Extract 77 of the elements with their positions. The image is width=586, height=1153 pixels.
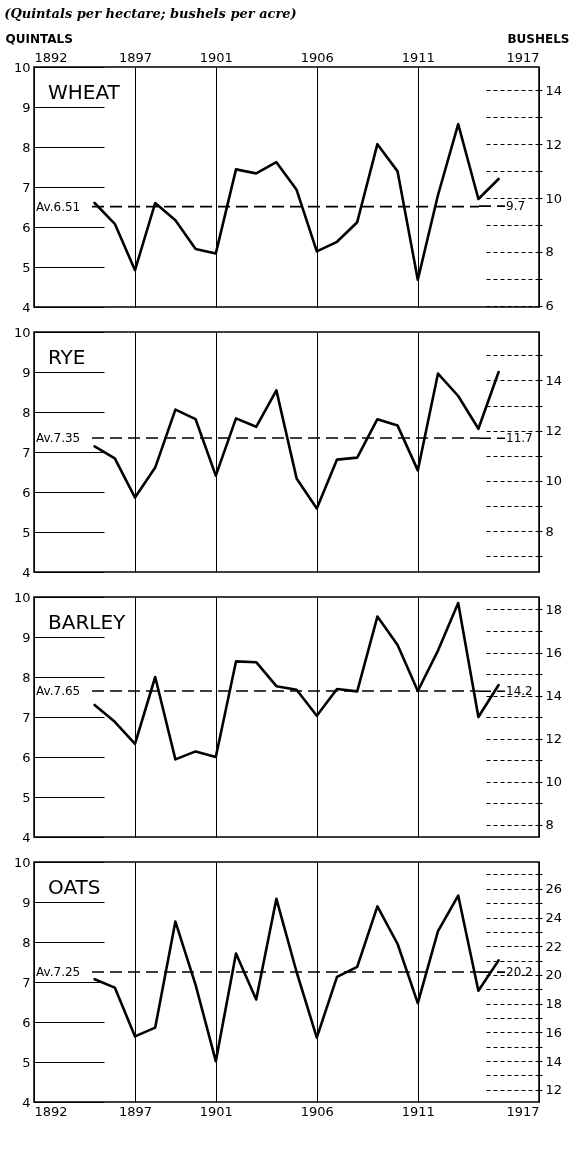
y-tick-label: 4	[22, 1094, 31, 1110]
y2-tick-label: 12	[545, 731, 563, 747]
x2-tick-label: 1897	[118, 49, 153, 65]
y2-tick-label: 6	[545, 298, 554, 314]
y-tick-label: 4	[22, 299, 31, 315]
y-tick-label: 7	[22, 709, 31, 725]
y-tick-label: 8	[22, 404, 31, 420]
y-tick-label: 6	[22, 749, 31, 765]
y2-tick-label: 18	[545, 996, 563, 1012]
y-tick-label: 6	[22, 484, 31, 500]
y-tick-label: 8	[22, 139, 31, 155]
y-tick-label: 9	[22, 629, 31, 645]
y-tick-label: 7	[22, 444, 31, 460]
chart-subtitle: (Quintals per hectare; bushels per acre)	[4, 6, 297, 22]
text: RYE	[48, 345, 86, 369]
y2-tick-label: 10	[545, 473, 563, 489]
text: BARLEY	[48, 610, 127, 634]
y-tick-label: 5	[22, 524, 31, 540]
y-tick-label: 9	[22, 364, 31, 380]
y-tick-label: 8	[22, 669, 31, 685]
text: OATS	[48, 875, 101, 899]
y2-tick-label: 10	[545, 190, 563, 206]
x2-tick-label: 1917	[506, 49, 540, 65]
ref-line-label: Av.7.25	[36, 965, 81, 979]
y2-tick-label: 10	[545, 774, 563, 790]
y2-tick-label: 14	[545, 82, 563, 98]
y-tick-label: 9	[22, 894, 31, 910]
y2-tick-label: 24	[545, 910, 563, 926]
x-tick-label: 1917	[506, 1103, 540, 1119]
x-tick-label: 1911	[401, 1103, 435, 1119]
y2-axis-title: BUSHELS	[507, 31, 570, 46]
y2-tick-label: 8	[545, 244, 554, 260]
y-tick-label: 4	[22, 829, 31, 845]
y-tick-label: 7	[22, 974, 31, 990]
x-tick-label: 1892	[34, 1103, 68, 1119]
y2-tick-label: 14	[545, 372, 563, 388]
ref-line-label: Av.6.51	[36, 199, 81, 214]
x2-tick-label: 1906	[300, 49, 334, 65]
x2-tick-label: 1892	[34, 49, 68, 65]
y-tick-label: 10	[13, 324, 31, 340]
ref-line-label: 11.7	[506, 431, 533, 446]
y2-tick-label: 8	[545, 523, 554, 539]
y-tick-label: 10	[13, 854, 31, 870]
y2-tick-label: 14	[545, 688, 563, 704]
y2-tick-label: 12	[545, 423, 563, 439]
ref-line-label: Av.7.35	[36, 431, 81, 445]
y-tick-label: 9	[22, 99, 31, 115]
y-tick-label: 5	[22, 1054, 31, 1070]
y2-tick-label: 20	[545, 967, 563, 983]
y2-tick-label: 26	[545, 881, 563, 897]
y2-tick-label: 16	[545, 1024, 563, 1040]
text: WHEAT	[48, 80, 121, 104]
y-tick-label: 5	[22, 259, 31, 275]
y-tick-label: 4	[22, 564, 31, 580]
y-tick-label: 5	[22, 789, 31, 805]
x2-tick-label: 1901	[199, 49, 233, 65]
y2-tick-label: 12	[545, 1082, 563, 1098]
ref-line-label: 14.2	[506, 684, 533, 699]
y2-tick-label: 18	[545, 601, 563, 617]
y2-tick-label: 14	[545, 1053, 563, 1069]
y2-tick-label: 22	[545, 938, 563, 954]
y-tick-label: 6	[22, 219, 31, 235]
ref-line-label: 9.7	[506, 199, 526, 214]
y2-tick-label: 16	[545, 645, 563, 661]
y-tick-label: 8	[22, 934, 31, 950]
y2-tick-label: 12	[545, 136, 563, 152]
y-tick-label: 6	[22, 1014, 31, 1030]
x-tick-label: 1906	[300, 1103, 334, 1119]
y2-tick-label: 8	[545, 817, 554, 833]
x-tick-label: 1897	[118, 1103, 153, 1119]
y-tick-label: 7	[22, 179, 31, 195]
ref-line-label: Av.7.65	[36, 684, 81, 698]
x2-tick-label: 1911	[401, 49, 435, 65]
x-tick-label: 1901	[199, 1103, 233, 1119]
y-tick-label: 10	[13, 59, 31, 75]
y-axis-title: QUINTALS	[5, 31, 73, 46]
y-tick-label: 10	[13, 589, 31, 605]
